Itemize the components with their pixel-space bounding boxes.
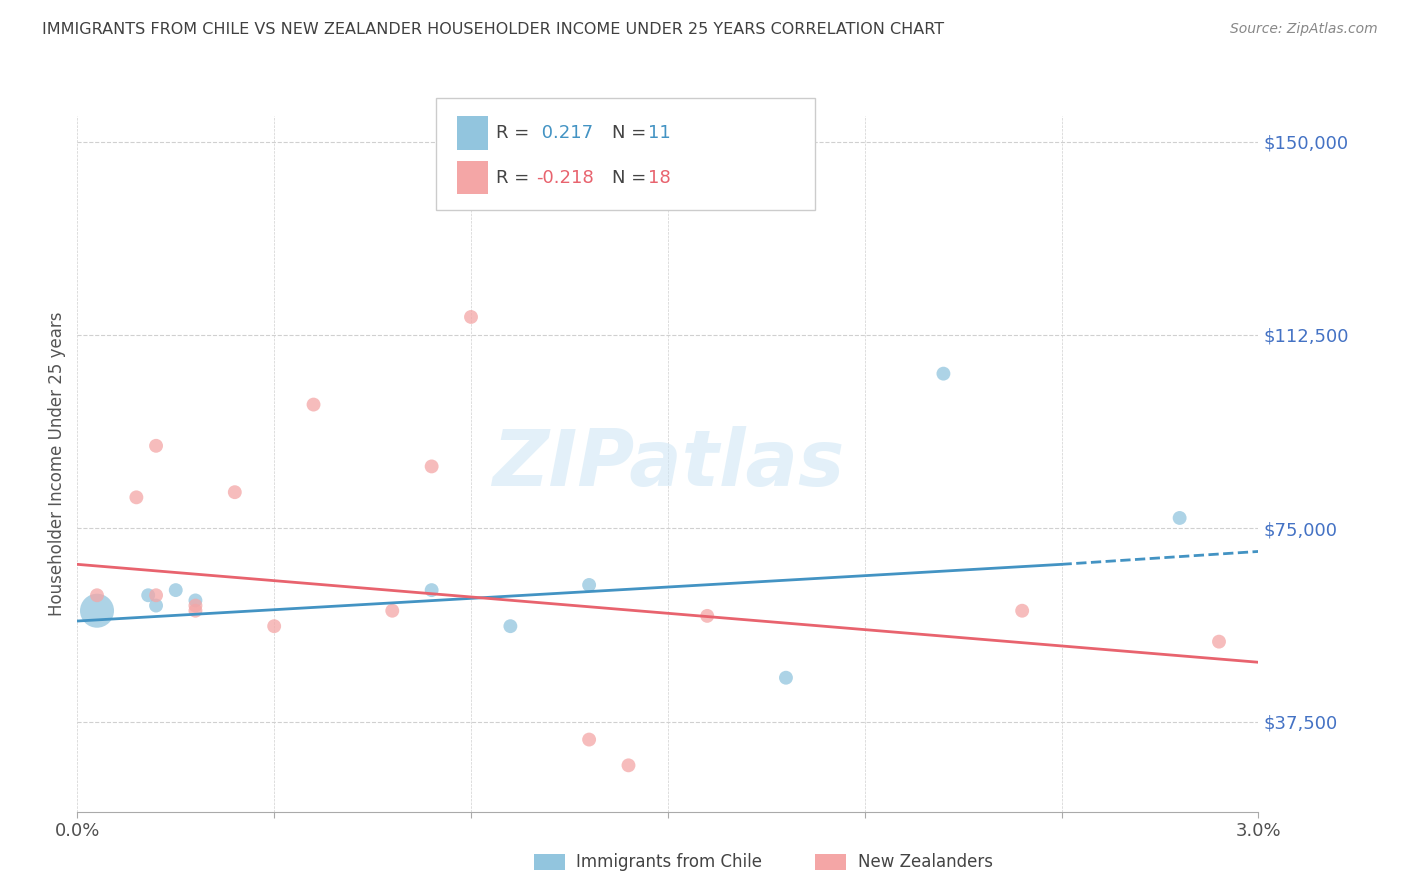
Point bbox=[165, 583, 187, 598]
Point bbox=[184, 593, 207, 607]
Point bbox=[136, 588, 159, 602]
Text: R =: R = bbox=[496, 169, 536, 186]
Text: -0.218: -0.218 bbox=[536, 169, 593, 186]
Point bbox=[1011, 604, 1033, 618]
Text: 0.217: 0.217 bbox=[536, 124, 593, 142]
Y-axis label: Householder Income Under 25 years: Householder Income Under 25 years bbox=[48, 311, 66, 616]
Text: 18: 18 bbox=[648, 169, 671, 186]
Text: Immigrants from Chile: Immigrants from Chile bbox=[576, 853, 762, 871]
Point bbox=[460, 310, 482, 324]
Point bbox=[145, 599, 167, 613]
Text: R =: R = bbox=[496, 124, 536, 142]
Text: Source: ZipAtlas.com: Source: ZipAtlas.com bbox=[1230, 22, 1378, 37]
Text: N =: N = bbox=[612, 169, 651, 186]
Point bbox=[302, 398, 325, 412]
Point bbox=[145, 588, 167, 602]
Point bbox=[420, 583, 443, 598]
Point bbox=[224, 485, 246, 500]
Point bbox=[86, 588, 108, 602]
Point bbox=[696, 608, 718, 623]
Point bbox=[932, 367, 955, 381]
Point bbox=[381, 604, 404, 618]
Point bbox=[263, 619, 285, 633]
Text: IMMIGRANTS FROM CHILE VS NEW ZEALANDER HOUSEHOLDER INCOME UNDER 25 YEARS CORRELA: IMMIGRANTS FROM CHILE VS NEW ZEALANDER H… bbox=[42, 22, 945, 37]
Text: 11: 11 bbox=[648, 124, 671, 142]
Text: New Zealanders: New Zealanders bbox=[858, 853, 993, 871]
Point bbox=[1208, 634, 1230, 648]
Point bbox=[617, 758, 640, 772]
Text: ZIPatlas: ZIPatlas bbox=[492, 425, 844, 502]
Point bbox=[145, 439, 167, 453]
Point bbox=[184, 599, 207, 613]
Point bbox=[86, 604, 108, 618]
Point bbox=[578, 578, 600, 592]
Text: N =: N = bbox=[612, 124, 651, 142]
Point bbox=[775, 671, 797, 685]
Point bbox=[184, 604, 207, 618]
Point bbox=[578, 732, 600, 747]
Point bbox=[420, 459, 443, 474]
Point bbox=[1168, 511, 1191, 525]
Point bbox=[125, 491, 148, 505]
Point bbox=[499, 619, 522, 633]
